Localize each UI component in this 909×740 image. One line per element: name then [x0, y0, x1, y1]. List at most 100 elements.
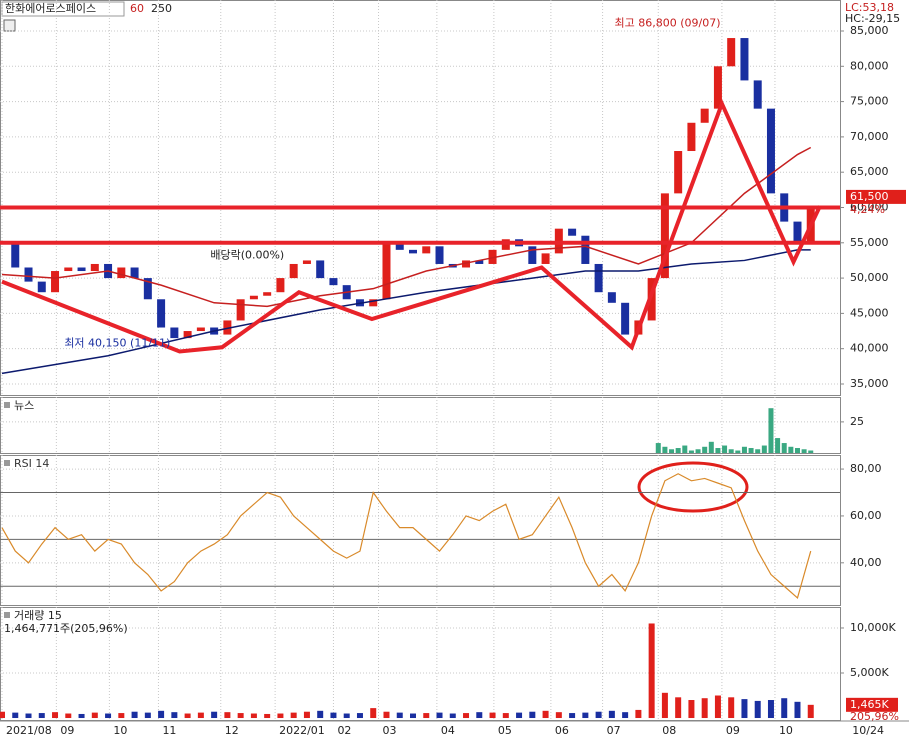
lc: LC:53,18: [845, 1, 894, 14]
change: 4,24%: [850, 203, 885, 216]
last-volume-box: [846, 697, 898, 712]
volume-bar: [781, 698, 788, 719]
candle: [276, 278, 285, 293]
volume-bar: [131, 711, 138, 719]
news-bar: [781, 443, 787, 453]
volume-bar: [91, 712, 98, 719]
news-bar: [708, 441, 714, 453]
volume-bar: [463, 713, 470, 719]
volume-bar: [622, 712, 629, 719]
volume-bar: [542, 710, 549, 719]
volume-bar: [264, 713, 271, 719]
x-tick-label: 11: [162, 724, 176, 737]
y-tick-label: 70,000: [850, 130, 889, 143]
panel-icon: [4, 402, 10, 408]
volume-bar: [144, 712, 151, 719]
volume-bar: [52, 712, 59, 719]
news-bar: [788, 446, 794, 453]
volume-bar: [582, 712, 589, 719]
news-bar: [715, 448, 721, 453]
x-tick-label: 2021/08: [6, 724, 52, 737]
volume-bar: [118, 713, 125, 719]
news-bar: [695, 449, 701, 453]
volume-bar: [197, 712, 204, 719]
candle: [223, 320, 232, 335]
candle: [462, 260, 471, 268]
candle: [11, 242, 20, 268]
candle: [395, 242, 404, 250]
news-bar: [655, 443, 661, 453]
candle: [793, 221, 802, 243]
last-price-box: [846, 189, 906, 204]
volume-bar: [78, 713, 85, 719]
y-tick-label: 60,00: [850, 509, 882, 522]
volume-bar: [171, 712, 178, 719]
panel-frame: [0, 397, 841, 454]
volume-bar: [383, 711, 390, 719]
news-bar: [748, 448, 754, 453]
trend-line: [1, 98, 822, 354]
rsi-line: [1, 473, 812, 600]
volume-bar: [396, 712, 403, 719]
y-tick-label: 5,000K: [850, 666, 889, 679]
volume-bar: [436, 712, 443, 719]
news-bar: [808, 450, 814, 453]
y-tick-label: 40,00: [850, 556, 882, 569]
candle: [183, 331, 192, 339]
last-price: 61,500: [850, 190, 889, 203]
candle: [727, 38, 736, 67]
candle: [594, 263, 603, 293]
x-tick-label: 08: [662, 724, 676, 737]
x-tick-label: 05: [498, 724, 512, 737]
candle: [488, 249, 497, 264]
news-bar: [741, 446, 747, 453]
volume-bar: [303, 711, 310, 719]
candle: [249, 295, 258, 300]
news-bar: [755, 449, 761, 453]
ma-line: [1, 146, 812, 308]
volume-bar: [423, 713, 430, 719]
x-tick-label: 10: [113, 724, 127, 737]
y-tick-label: 40,000: [850, 342, 889, 355]
table-icon[interactable]: [3, 19, 16, 32]
y-tick-label: 35,000: [850, 377, 889, 390]
volume-bar: [356, 713, 363, 719]
volume-bar: [807, 704, 814, 719]
panel-title: RSI 14: [14, 457, 49, 470]
candle: [660, 193, 669, 279]
volume-subtitle: 1,464,771주(205,96%): [4, 622, 128, 635]
news-bar: [669, 449, 675, 453]
candle: [581, 235, 590, 264]
last-volume-pct: 205,96%: [850, 710, 899, 723]
volume-bar: [502, 713, 509, 719]
volume-bar: [65, 713, 72, 719]
candle: [435, 246, 444, 264]
candle: [528, 246, 537, 264]
x-tick-label: 09: [726, 724, 740, 737]
volume-bar: [569, 713, 576, 719]
y-tick-label: 25: [850, 415, 864, 428]
volume-bar: [767, 700, 774, 719]
volume-bar: [290, 712, 297, 719]
x-tick-label: 04: [441, 724, 455, 737]
stock-name: 한화에어로스페이스: [5, 2, 96, 15]
volume-bar: [0, 711, 5, 719]
y-tick-label: 75,000: [850, 95, 889, 108]
candle: [422, 246, 431, 254]
candle: [24, 267, 33, 282]
volume-bar: [701, 698, 708, 719]
news-bar: [722, 445, 728, 453]
volume-bar: [38, 713, 45, 719]
candle: [475, 260, 484, 264]
candle: [143, 278, 152, 300]
last-date: 10/24: [852, 724, 884, 737]
last-volume: 1,465K: [850, 698, 889, 711]
candle: [687, 122, 696, 152]
candle: [713, 66, 722, 109]
news-bar: [675, 448, 681, 453]
x-tick-label: 07: [607, 724, 621, 737]
annotation: 최고 86,800 (09/07): [615, 16, 721, 29]
annotation: 배당락(0.00%): [210, 248, 284, 261]
candle: [289, 263, 298, 279]
